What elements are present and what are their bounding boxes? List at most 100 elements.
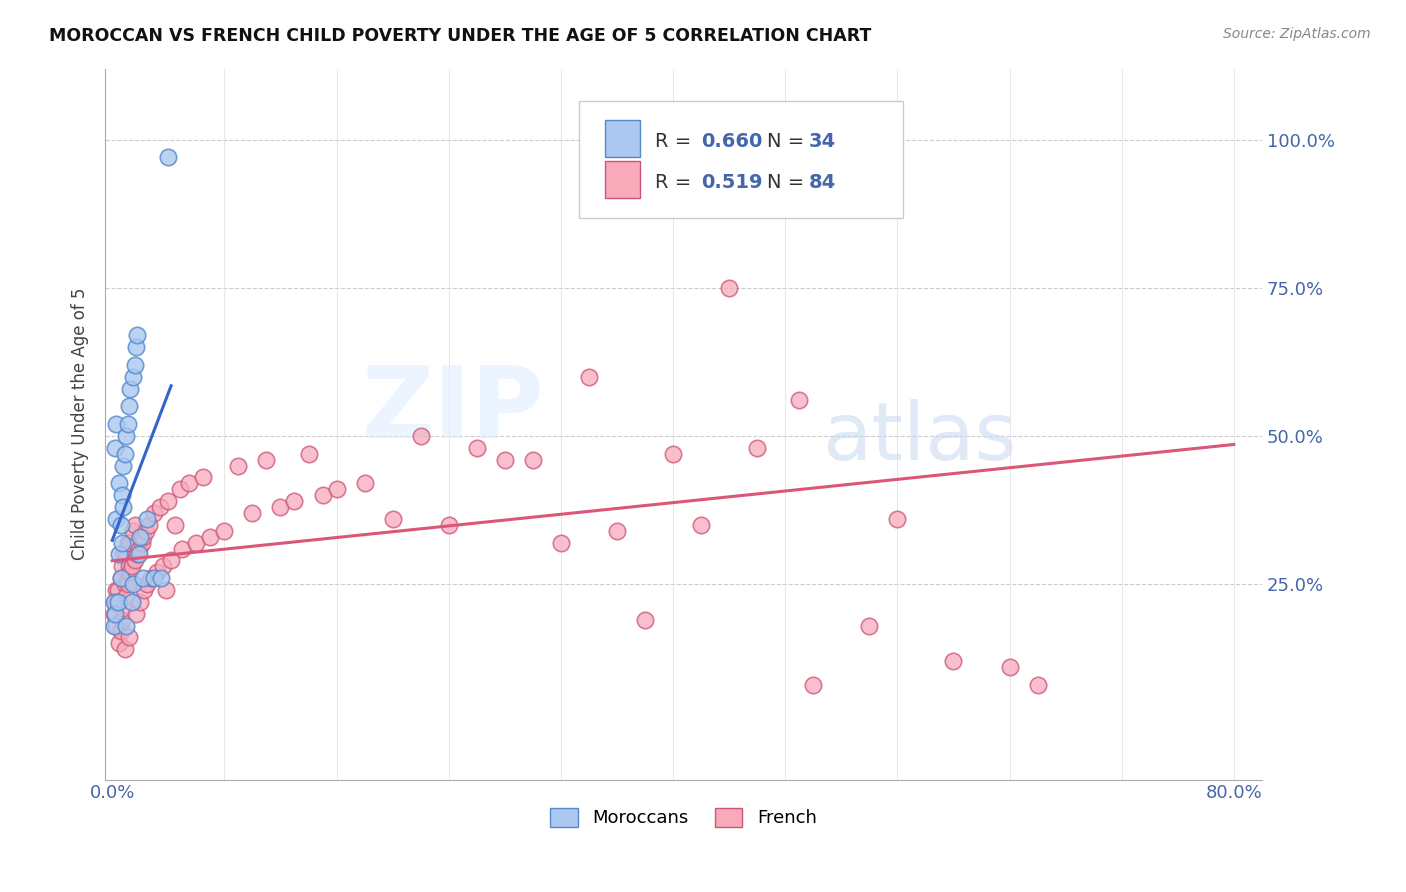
Text: 34: 34 — [808, 131, 835, 151]
Point — [117, 535, 139, 549]
Point — [105, 618, 128, 632]
Point — [124, 553, 146, 567]
Point — [124, 358, 146, 372]
Point — [111, 535, 134, 549]
Point — [108, 636, 131, 650]
Point — [118, 399, 141, 413]
Point — [127, 548, 149, 562]
Point — [150, 571, 173, 585]
Point — [122, 369, 145, 384]
Point — [105, 582, 128, 597]
Point — [283, 494, 305, 508]
Text: N =: N = — [766, 173, 810, 192]
Text: R =: R = — [655, 173, 703, 192]
Point — [110, 571, 132, 585]
Point — [297, 447, 319, 461]
Point — [141, 571, 163, 585]
Point — [186, 535, 208, 549]
Point — [111, 488, 134, 502]
Point — [228, 458, 250, 473]
Point — [108, 548, 131, 562]
Point — [115, 589, 138, 603]
Point — [311, 488, 333, 502]
Point — [690, 517, 713, 532]
Point — [117, 577, 139, 591]
Point — [124, 517, 146, 532]
Point — [104, 595, 127, 609]
Point — [120, 535, 142, 549]
Point — [1026, 678, 1049, 692]
Text: atlas: atlas — [823, 400, 1017, 477]
Point — [120, 382, 142, 396]
Legend: Moroccans, French: Moroccans, French — [543, 801, 824, 835]
Point — [242, 506, 264, 520]
Point — [108, 595, 131, 609]
Point — [112, 458, 135, 473]
Point — [121, 595, 143, 609]
Point — [269, 500, 291, 514]
Point — [108, 476, 131, 491]
Point — [112, 548, 135, 562]
Point — [122, 577, 145, 591]
Y-axis label: Child Poverty Under the Age of 5: Child Poverty Under the Age of 5 — [72, 288, 89, 560]
Point — [143, 571, 166, 585]
Point — [118, 559, 141, 574]
Text: 0.660: 0.660 — [702, 131, 762, 151]
Point — [104, 607, 127, 621]
Point — [634, 613, 657, 627]
Point — [103, 595, 125, 609]
Point — [169, 482, 191, 496]
Point — [157, 494, 180, 508]
Point — [111, 559, 134, 574]
Point — [256, 452, 278, 467]
Point — [110, 624, 132, 639]
Point — [132, 571, 155, 585]
Point — [135, 524, 157, 538]
Point — [103, 607, 125, 621]
Point — [128, 541, 150, 556]
Point — [107, 582, 129, 597]
Text: R =: R = — [655, 131, 697, 151]
Point — [200, 530, 222, 544]
Point — [494, 452, 516, 467]
Point — [132, 530, 155, 544]
Point — [114, 447, 136, 461]
Point — [886, 512, 908, 526]
Point — [127, 328, 149, 343]
Point — [128, 548, 150, 562]
Point — [136, 577, 159, 591]
Point — [118, 631, 141, 645]
Point — [155, 582, 177, 597]
Point — [112, 500, 135, 514]
Point — [179, 476, 201, 491]
Point — [143, 506, 166, 520]
Point — [160, 553, 183, 567]
Point — [325, 482, 347, 496]
Point — [138, 517, 160, 532]
Point — [578, 369, 600, 384]
FancyBboxPatch shape — [605, 161, 640, 198]
Point — [134, 582, 156, 597]
Point — [998, 660, 1021, 674]
Point — [114, 577, 136, 591]
Point — [103, 618, 125, 632]
Point — [165, 517, 187, 532]
Point — [152, 559, 174, 574]
Point — [110, 517, 132, 532]
Point — [465, 441, 488, 455]
Point — [131, 535, 153, 549]
Point — [120, 565, 142, 579]
Point — [136, 512, 159, 526]
Point — [214, 524, 236, 538]
Point — [105, 417, 128, 431]
Point — [353, 476, 375, 491]
Point — [111, 613, 134, 627]
Text: ZIP: ZIP — [361, 361, 544, 458]
Point — [157, 150, 180, 164]
Point — [381, 512, 404, 526]
Text: 0.519: 0.519 — [702, 173, 762, 192]
Point — [193, 470, 215, 484]
Point — [110, 571, 132, 585]
Point — [606, 524, 628, 538]
Point — [115, 618, 138, 632]
